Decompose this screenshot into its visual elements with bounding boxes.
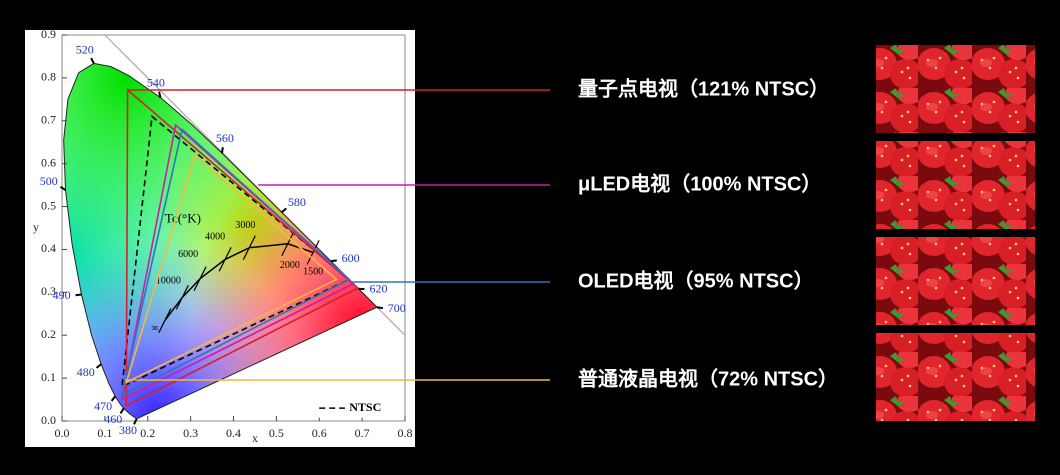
y-tick-label: 0.2 [41,327,56,341]
wavelength-tick [59,185,67,191]
gamut-triangle [125,153,338,384]
wavelength-label: 470 [94,399,112,413]
temperature-label: 3000 [235,220,255,231]
wavelength-label: 620 [369,281,387,295]
wavelength-tick [90,57,95,64]
y-tick-label: 0.6 [41,155,56,169]
temperature-label: 10000 [156,276,181,287]
temperature-label: 4000 [205,232,225,243]
wavelength-tick [110,395,117,402]
wavelength-tick [220,147,224,154]
callout-label: 普通液晶电视（72% NTSC） [578,366,838,390]
wavelength-tick [330,259,337,263]
isotemp-tick [242,235,256,260]
sample-image [876,237,1035,325]
wavelength-tick [376,306,384,310]
wavelength-label: 520 [76,43,94,57]
y-tick-label: 0.7 [41,113,56,127]
y-tick-label: 0.9 [41,27,56,41]
isotemp-tick [218,247,232,272]
wavelength-label: 460 [104,412,122,426]
x-tick-label: 0.8 [398,426,413,440]
isotemp-tick [193,266,207,291]
legend-box [310,399,401,418]
gamut-triangle [120,127,351,397]
y-tick-label: 0.4 [41,241,56,255]
x-tick-label: 0.3 [183,426,198,440]
temperature-label: 2000 [280,260,300,271]
wavelength-label: 490 [53,288,71,302]
y-tick-label: 0.5 [41,198,56,212]
isotemp-tick [281,231,295,257]
temperature-label: 1500 [303,267,323,278]
wavelength-label: 600 [342,251,360,265]
y-tick-label: 0.0 [41,413,56,427]
wavelength-tick [95,363,102,369]
x-tick-label: 0.2 [140,426,155,440]
wavelength-tick [281,207,287,214]
x-tick-label: 0.1 [97,426,112,440]
y-tick-label: 0.1 [41,370,56,384]
callout-label: 量子点电视（121% NTSC） [578,77,829,100]
wavelength-tick [158,91,162,98]
sample-image [876,141,1035,229]
callouts: 量子点电视（121% NTSC） μLED电视（100% NTSC） OLED电视（… [125,45,1035,421]
x-tick-label: 0.5 [269,426,284,440]
wavelength-tick [75,293,82,297]
callout-label: OLED电视（95% NTSC） [578,269,814,292]
wavelength-label: 480 [77,365,95,379]
y-axis-label: y [33,220,39,234]
legend-label: NTSC [349,400,381,414]
x-tick-label: 0.6 [312,426,327,440]
wavelength-label: 560 [216,131,234,145]
sample-image [876,45,1035,133]
x-axis-label: x [252,431,258,445]
gamut-triangle [125,88,360,408]
wavelength-tick [133,418,138,425]
isotemp-tick [306,240,320,265]
ntsc-gamut [121,114,351,389]
wavelength-label: 580 [288,195,306,209]
temperature-label: ∞ [151,323,158,334]
wavelength-tick [119,407,125,414]
wavelength-label: 500 [40,174,58,188]
sample-image [876,333,1035,421]
y-tick-label: 0.3 [41,284,56,298]
temperature-label: 6000 [178,249,198,260]
x-tick-label: 0.4 [226,426,241,440]
wavelength-label: 700 [388,301,406,315]
wavelength-label: 540 [147,76,165,90]
planckian-title: Tc(°K) [165,210,201,225]
x-tick-label: 0.0 [55,426,70,440]
callout-label: μLED电视（100% NTSC） [578,172,821,195]
y-tick-label: 0.8 [41,70,56,84]
wavelength-label: 380 [119,423,137,437]
isotemp-tick [175,285,189,310]
isotemp-tick [158,308,172,333]
x-tick-label: 0.7 [355,426,370,440]
